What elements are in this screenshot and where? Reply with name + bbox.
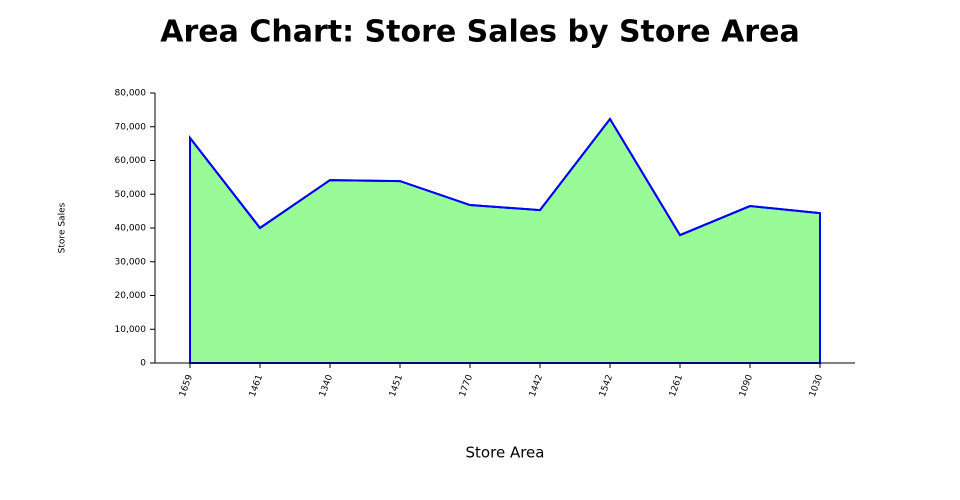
x-tick-label: 1770 — [458, 373, 475, 398]
area-fill — [189, 117, 821, 364]
y-tick-label: 80,000 — [115, 89, 147, 99]
y-tick-label: 60,000 — [115, 156, 147, 166]
x-tick-label: 1659 — [178, 373, 195, 398]
y-tick-label: 10,000 — [115, 325, 147, 335]
y-tick-label: 50,000 — [115, 190, 147, 200]
x-tick-label: 1461 — [248, 373, 265, 398]
x-tick-label: 1340 — [318, 373, 335, 398]
x-tick-label: 1442 — [528, 373, 545, 398]
y-axis-label: Store Sales — [58, 202, 68, 253]
y-tick-label: 40,000 — [115, 224, 147, 234]
x-tick-label: 1261 — [668, 373, 685, 398]
y-tick-label: 20,000 — [115, 291, 147, 301]
x-tick-label: 1451 — [388, 373, 405, 398]
chart-title: Area Chart: Store Sales by Store Area — [160, 15, 799, 50]
y-tick-label: 0 — [140, 359, 146, 369]
x-tick-label: 1090 — [738, 373, 755, 398]
y-tick-label: 30,000 — [115, 257, 147, 267]
x-axis-label: Store Area — [466, 444, 545, 462]
area-line — [189, 117, 821, 237]
y-tick-label: 70,000 — [115, 122, 147, 132]
x-tick-label: 1030 — [808, 373, 825, 398]
x-tick-label: 1542 — [598, 373, 615, 398]
